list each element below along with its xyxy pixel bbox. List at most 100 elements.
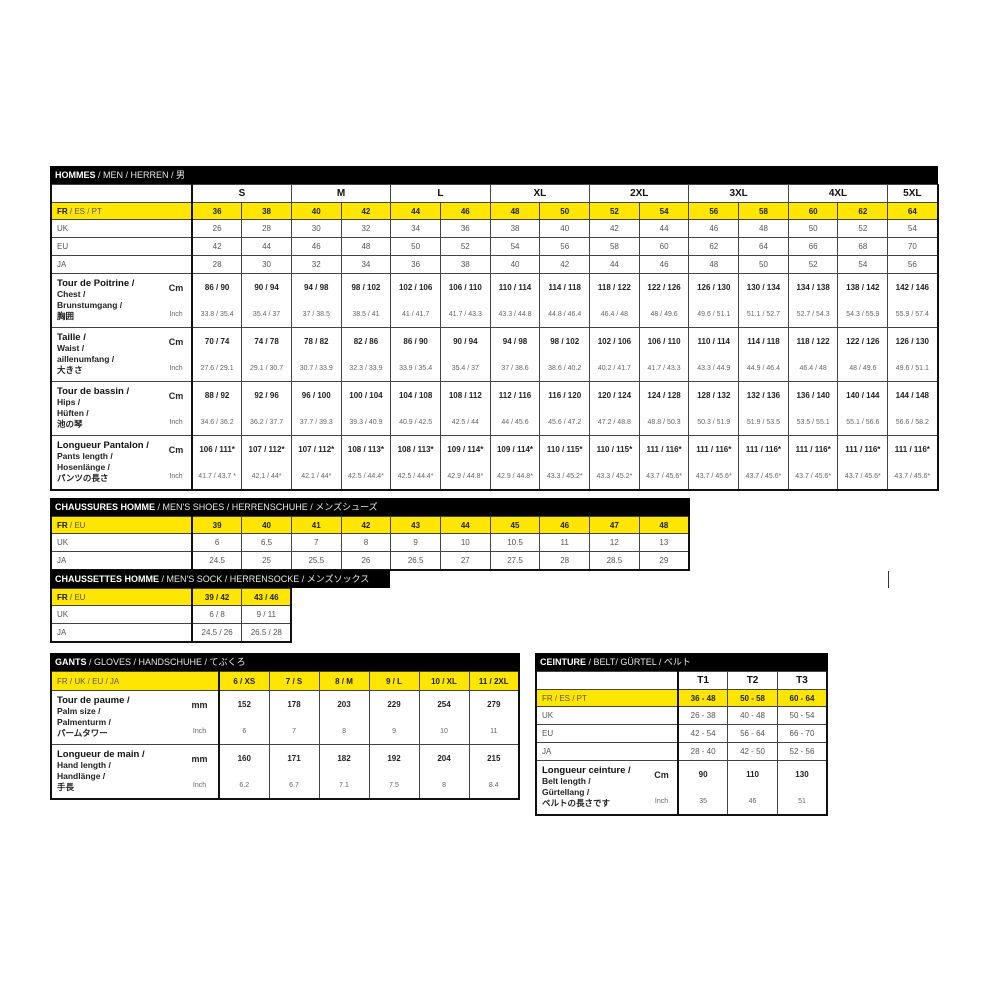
fr-label-rest: FR / UK / EU / JA bbox=[57, 676, 120, 686]
fr-size-cell: 50 bbox=[539, 202, 591, 220]
table-title: CHAUSSETTES HOMME / MEN'S SOCK / HERRENS… bbox=[50, 570, 390, 588]
measure-cell-inch: 44.8 / 46.4 bbox=[539, 301, 591, 328]
table-cell: 34 bbox=[390, 219, 441, 238]
measure-cell: 160 bbox=[218, 744, 270, 772]
table-cell: 38 bbox=[439, 255, 491, 274]
size-label-5xl: 5XL bbox=[887, 184, 938, 203]
fr-size-cell: 58 bbox=[738, 202, 789, 220]
measure-cell-inch: 41.7 / 43.7 * bbox=[191, 463, 243, 491]
measure-cell-inch: 7 bbox=[268, 718, 320, 745]
table-cell: 40 bbox=[489, 255, 541, 274]
measure-cell-inch: 40.9 / 42.5 bbox=[390, 409, 441, 436]
measure-row: Tour de bassin / Hips / Hüften / 池の琴 Cm 88 / … bbox=[50, 381, 938, 436]
measure-cell-inch: 42.5 / 44.4* bbox=[340, 463, 392, 491]
table-cell: 44 bbox=[241, 237, 292, 256]
table-cell: 58 bbox=[589, 237, 640, 256]
measure-cell: 78 / 82 bbox=[290, 327, 342, 355]
table-cell: 50 bbox=[787, 219, 839, 238]
measure-name-line: Tour de paume / bbox=[57, 695, 130, 706]
measure-cell-inch: 42.9 / 44.8* bbox=[489, 463, 541, 491]
table-cell: 40 - 48 bbox=[727, 706, 778, 725]
measure-cell-inch: 51 bbox=[776, 788, 828, 816]
measure-cell-inch: 47.2 / 48.8 bbox=[589, 409, 640, 436]
measure-cell: 88 / 92 bbox=[191, 381, 243, 409]
fr-size-cell: 40 bbox=[241, 516, 292, 534]
measure-cell-inch: 48 / 49.6 bbox=[638, 301, 690, 328]
table-cell: 26 bbox=[191, 219, 243, 238]
table-cell: 60 bbox=[638, 237, 690, 256]
table-cell: 48 bbox=[340, 237, 392, 256]
measure-row-inch: Inch 34.6 / 36.2 36.2 / 37.7 37.7 / 39.3 39.… bbox=[51, 409, 938, 436]
table-cell: 28 - 40 bbox=[677, 742, 729, 761]
table-cell: 56 bbox=[887, 255, 938, 274]
measure-cell: 215 bbox=[468, 744, 520, 772]
measure-cell: 111 / 116* bbox=[638, 435, 690, 463]
fr-size-cell: 44 bbox=[390, 202, 441, 220]
row-label: UK bbox=[50, 533, 194, 552]
measure-name-line: Longueur ceinture / bbox=[542, 765, 631, 776]
conversion-row-eu: EU 42 44 46 48 50 52 54 56 58 60 62 64 66 68 70 bbox=[50, 237, 938, 256]
measure-cell: 142 / 146 bbox=[887, 273, 938, 301]
measure-cell-inch: 48 / 49.6 bbox=[837, 355, 889, 382]
fr-size-cell: 7 / S bbox=[268, 671, 320, 691]
fr-size-cell: 46 bbox=[539, 516, 591, 534]
table-cell: 46 bbox=[290, 237, 342, 256]
measure-cell-inch: 55.1 / 56.6 bbox=[837, 409, 889, 436]
row-label: EU bbox=[50, 237, 194, 256]
measure-name-line: Gürtellang / bbox=[542, 787, 590, 797]
fr-size-row: FR / EU 39 40 41 42 43 44 45 46 47 48 bbox=[50, 516, 690, 534]
measure-cell: 90 bbox=[677, 760, 729, 788]
size-label-t3: T3 bbox=[776, 671, 828, 690]
table-cell: 56 - 64 bbox=[727, 724, 778, 743]
unit-label: Cm bbox=[646, 760, 679, 788]
measure-cell-inch: 27.6 / 29.1 bbox=[191, 355, 243, 382]
table-title-rest: / MEN / HERREN / 男 bbox=[95, 170, 186, 180]
table-title: CEINTURE / BELT/ GÜRTEL / ベルト bbox=[535, 653, 828, 671]
table-cell: 24.5 bbox=[191, 551, 243, 571]
table-cell: 27 bbox=[439, 551, 491, 571]
fr-row-label: FR / EU bbox=[50, 516, 194, 534]
measure-cell-inch: 39.3 / 40.9 bbox=[340, 409, 392, 436]
measure-cell: 100 / 104 bbox=[340, 381, 392, 409]
measure-name-line: 手長 bbox=[57, 782, 75, 792]
size-header-row: T1 T2 T3 bbox=[535, 671, 828, 690]
measure-name-line: Palm size / bbox=[57, 706, 101, 716]
measure-cell-inch: 43.7 / 45.6* bbox=[837, 463, 889, 491]
measure-cell-inch: 8.4 bbox=[468, 772, 520, 800]
measure-cell: 178 bbox=[268, 690, 320, 718]
measure-cell: 92 / 96 bbox=[241, 381, 292, 409]
row-label: JA bbox=[535, 742, 679, 761]
measure-cell: 114 / 118 bbox=[539, 273, 591, 301]
measure-cell-inch: 9 bbox=[368, 718, 420, 745]
measure-row-inch: Inch 6 7 8 9 10 11 bbox=[51, 718, 520, 745]
fr-size-cell: 11 / 2XL bbox=[468, 671, 520, 691]
fr-row-label: FR / EU bbox=[50, 588, 194, 606]
row-label: JA bbox=[50, 623, 194, 643]
unit-label: Cm bbox=[161, 327, 194, 355]
measure-cell: 111 / 116* bbox=[787, 435, 839, 463]
fr-size-cell: 36 bbox=[191, 202, 243, 220]
measure-cell-inch: 54.3 / 55.9 bbox=[837, 301, 889, 328]
row-label: JA bbox=[50, 551, 194, 571]
table-cell: 26 bbox=[340, 551, 392, 571]
measure-cell-inch: 41.7 / 43.3 bbox=[439, 301, 491, 328]
conversion-row-eu: EU 42 - 54 56 - 64 66 - 70 bbox=[535, 724, 828, 743]
measure-cell: 104 / 108 bbox=[390, 381, 441, 409]
measure-row: Taille / Waist / aillenumfang / 大きさ Cm 70 / 7… bbox=[50, 327, 938, 382]
size-header-row: S M L XL 2XL 3XL 4XL 5XL bbox=[50, 184, 938, 203]
row-label: EU bbox=[535, 724, 679, 743]
table-cell: 52 bbox=[787, 255, 839, 274]
measure-name-line: Taille / bbox=[57, 332, 86, 343]
measure-cell: 182 bbox=[318, 744, 370, 772]
table-cell: 46 bbox=[688, 219, 740, 238]
table-cell: 25 bbox=[241, 551, 292, 571]
fr-size-cell: 6 / XS bbox=[218, 671, 270, 691]
table-cell: 28 bbox=[241, 219, 292, 238]
size-grid: FR / EU 39 40 41 42 43 44 45 46 47 48 UK 6 6.5 7 8 9 10 10… bbox=[50, 516, 690, 571]
measure-cell-inch: 35.4 / 37 bbox=[241, 301, 292, 328]
size-label-s: S bbox=[191, 184, 292, 203]
fr-size-cell: 39 bbox=[191, 516, 243, 534]
measure-cell: 140 / 144 bbox=[837, 381, 889, 409]
